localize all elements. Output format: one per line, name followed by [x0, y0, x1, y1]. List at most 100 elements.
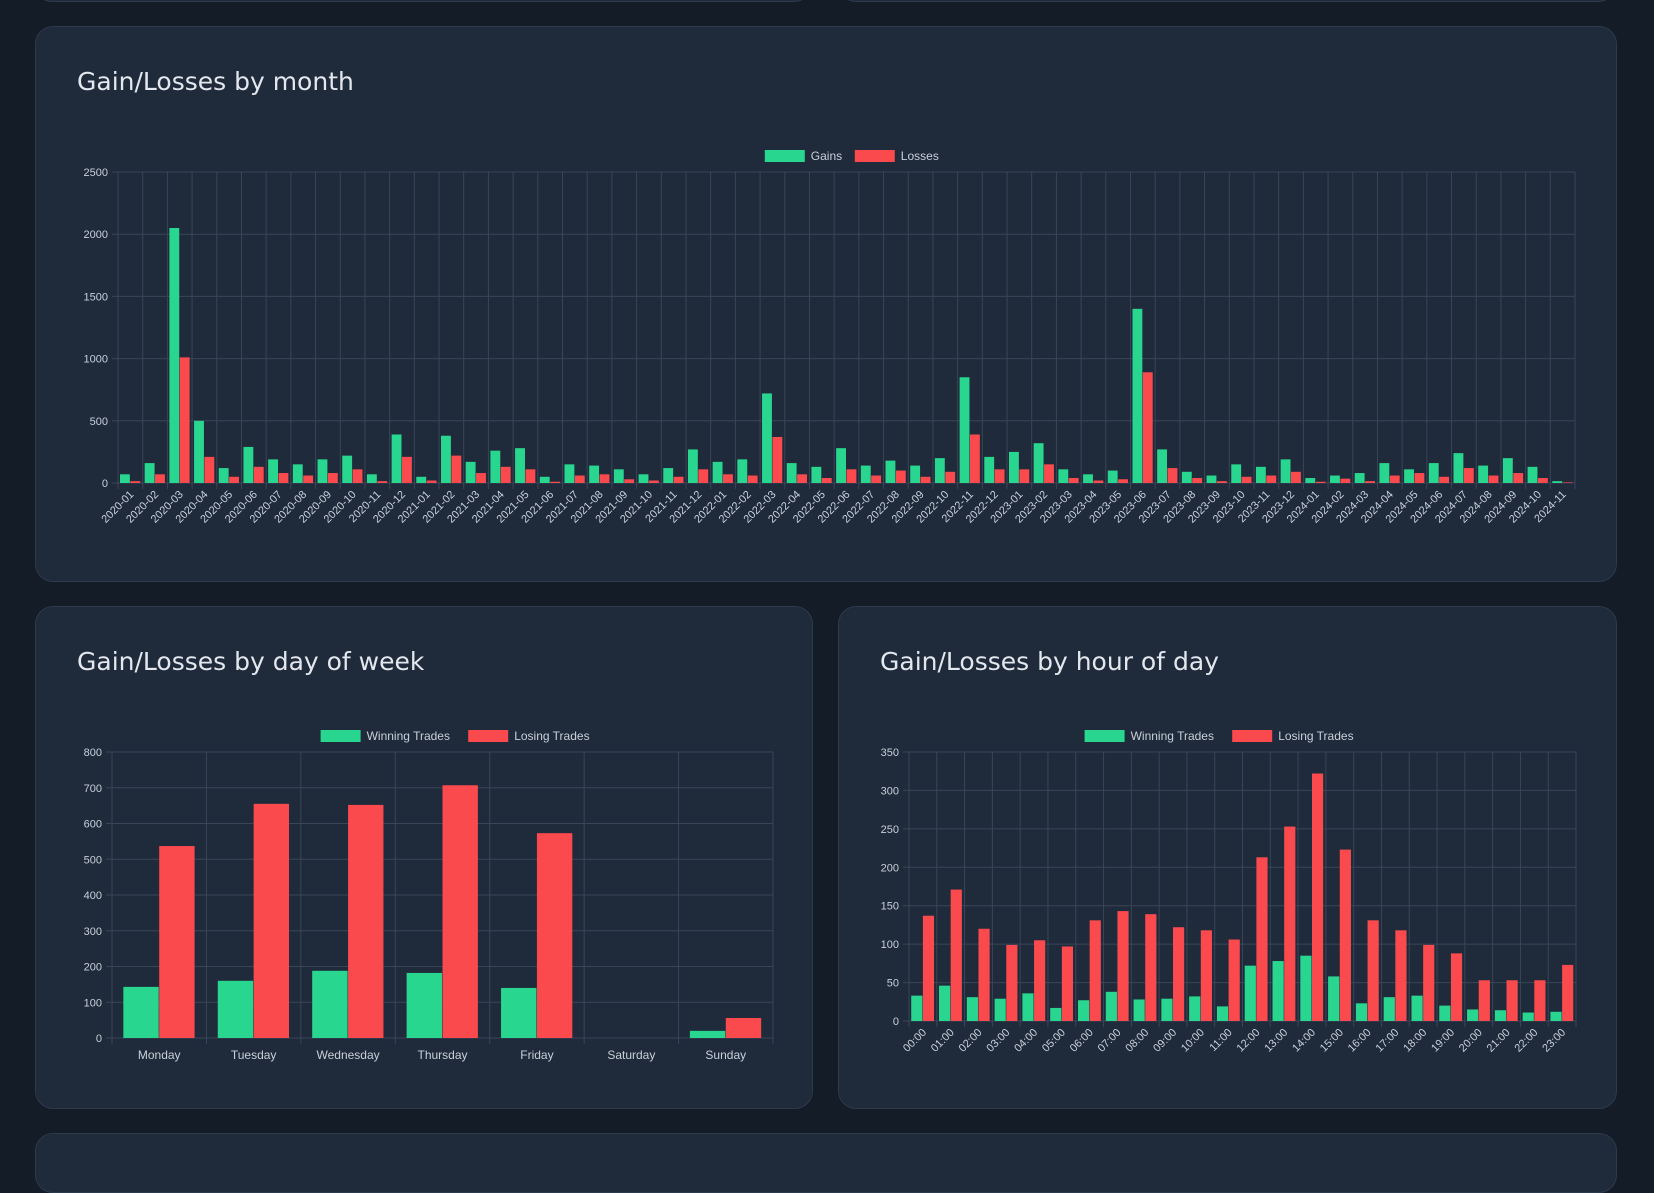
bar-gains [490, 450, 501, 483]
bar-winning-trades [994, 998, 1006, 1021]
bar-gains [613, 469, 624, 483]
bar-gains [194, 420, 204, 483]
bar-losses [599, 474, 610, 483]
bar-losing-trades [978, 928, 990, 1021]
bar-gains [292, 464, 303, 483]
y-tick-label: 350 [881, 747, 899, 759]
bar-gains [169, 227, 180, 483]
bar-gains [1058, 469, 1069, 483]
top-left-card [34, 0, 812, 2]
legend-label-winning-trades: Winning Trades [367, 729, 450, 743]
bar-winning-trades [1272, 961, 1284, 1021]
legend-swatch-winning-trades [320, 730, 361, 742]
x-tick-label: Saturday [607, 1048, 655, 1062]
bar-gains [1502, 458, 1513, 483]
bar-gains [1132, 308, 1143, 483]
y-tick-label: 1000 [84, 354, 108, 366]
bar-losses [303, 475, 314, 483]
x-tick-label: 05:00 [1040, 1027, 1068, 1055]
bar-gains [934, 458, 945, 483]
y-tick-label: 800 [84, 747, 102, 759]
bar-losses [1513, 473, 1524, 483]
bar-losses [377, 481, 388, 483]
bar-gains [638, 474, 649, 483]
x-tick-label: 10:00 [1179, 1027, 1207, 1055]
bar-winning-trades [689, 1030, 726, 1038]
bar-losing-trades [1478, 980, 1490, 1021]
y-tick-label: 100 [881, 939, 899, 951]
bar-losing-trades [1423, 944, 1435, 1021]
bar-winning-trades [1411, 995, 1423, 1021]
bar-winning-trades [1328, 976, 1340, 1021]
monthly-chart-card: Gain/Losses by month 0 500 1000 1500 2000 250… [35, 26, 1617, 582]
bar-losses [1365, 481, 1375, 483]
bar-gains [1428, 463, 1439, 483]
y-tick-label: 0 [893, 1016, 899, 1028]
y-tick-label: 600 [84, 819, 102, 831]
bar-gains [268, 459, 279, 483]
bar-gains [416, 476, 427, 483]
bar-gains [811, 466, 822, 483]
bar-gains [1083, 474, 1093, 483]
y-tick-label: 150 [881, 901, 899, 913]
bar-losses [1044, 464, 1054, 483]
bar-losing-trades [159, 846, 195, 1038]
bar-losses [871, 475, 882, 483]
legend-swatch-gains [764, 150, 805, 162]
bar-gains [663, 468, 674, 483]
x-tick-label: 21:00 [1485, 1027, 1513, 1055]
bar-losses [969, 434, 980, 483]
bar-losses [1192, 478, 1203, 483]
y-tick-label: 250 [881, 824, 899, 836]
bar-losing-trades [1256, 857, 1268, 1021]
bar-gains [836, 448, 846, 483]
bar-winning-trades [1244, 965, 1256, 1021]
bar-gains [1280, 459, 1291, 483]
bar-losing-trades [1061, 946, 1074, 1021]
legend-label-losing-trades: Losing Trades [1278, 729, 1353, 743]
x-tick-label: 20:00 [1457, 1027, 1485, 1055]
bar-losses [1537, 478, 1548, 483]
bar-losses [525, 469, 536, 483]
weekday-chart-title: Gain/Losses by day of week [77, 647, 425, 676]
x-tick-label: 14:00 [1290, 1027, 1318, 1055]
y-tick-label: 500 [90, 416, 108, 428]
bar-gains [737, 459, 748, 483]
x-tick-label: 17:00 [1374, 1027, 1402, 1055]
bar-losses [1414, 473, 1425, 483]
bar-losses [179, 357, 190, 483]
bar-losses [846, 469, 857, 483]
bar-losing-trades [1228, 939, 1240, 1021]
x-tick-label: 18:00 [1401, 1027, 1429, 1055]
monthly-chart-title: Gain/Losses by month [77, 67, 354, 96]
legend-label-gains: Gains [811, 149, 842, 163]
legend-label-losing-trades: Losing Trades [514, 729, 589, 743]
bar-losses [920, 476, 931, 483]
bar-winning-trades [1550, 1011, 1562, 1021]
y-tick-label: 500 [84, 854, 102, 866]
bar-gains [1453, 453, 1464, 483]
bar-losses [229, 476, 239, 483]
top-right-card [838, 0, 1616, 2]
y-tick-label: 0 [102, 478, 108, 490]
x-tick-label: 08:00 [1123, 1027, 1151, 1055]
bar-losing-trades [1562, 964, 1574, 1021]
bar-gains [1181, 471, 1192, 483]
y-tick-label: 2500 [84, 167, 108, 179]
legend-swatch-losses [854, 150, 895, 162]
bar-losses [698, 469, 709, 483]
weekday-bar-chart: 0 100 200 300 400 500 600 700 800 Monday Tuesday We… [84, 729, 774, 1062]
x-tick-label: 07:00 [1096, 1027, 1124, 1055]
bar-losing-trades [253, 803, 290, 1038]
bar-losses [278, 473, 289, 483]
bar-losses [1241, 476, 1252, 483]
x-tick-label: Thursday [417, 1048, 467, 1062]
bar-losses [747, 475, 758, 483]
bar-losses [648, 480, 659, 483]
bar-losing-trades [725, 1017, 762, 1038]
bar-gains [910, 465, 921, 483]
bar-losses [426, 480, 437, 483]
x-tick-label: 23:00 [1540, 1027, 1568, 1055]
bar-gains [1354, 473, 1365, 483]
bar-losing-trades [1339, 849, 1351, 1021]
